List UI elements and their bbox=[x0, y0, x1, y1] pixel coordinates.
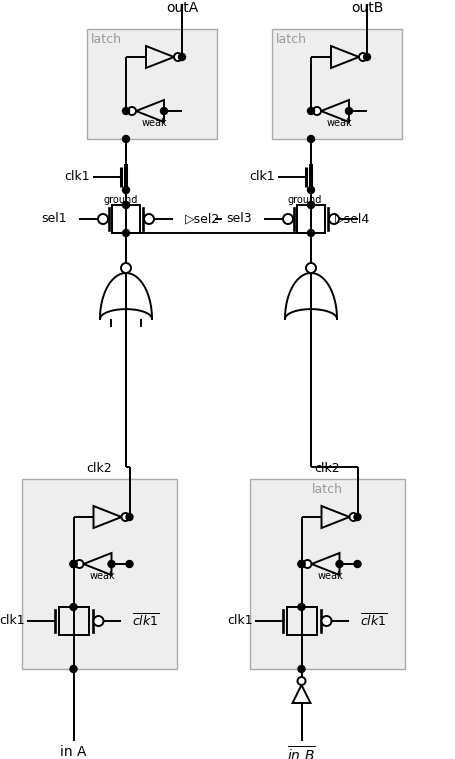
Text: in A: in A bbox=[60, 745, 87, 759]
Circle shape bbox=[98, 214, 108, 224]
Text: ground: ground bbox=[288, 195, 323, 205]
Circle shape bbox=[126, 560, 133, 568]
Circle shape bbox=[359, 53, 367, 61]
Text: sel1: sel1 bbox=[41, 213, 67, 225]
Circle shape bbox=[308, 108, 314, 115]
Circle shape bbox=[144, 214, 154, 224]
Circle shape bbox=[329, 214, 339, 224]
Circle shape bbox=[308, 187, 314, 194]
Text: weak: weak bbox=[327, 118, 353, 128]
Circle shape bbox=[76, 560, 84, 568]
Circle shape bbox=[298, 603, 305, 610]
Circle shape bbox=[336, 560, 343, 568]
Circle shape bbox=[70, 666, 77, 672]
Circle shape bbox=[128, 107, 136, 115]
Text: weak: weak bbox=[90, 571, 115, 581]
Text: clk2: clk2 bbox=[315, 462, 340, 475]
Circle shape bbox=[303, 560, 312, 568]
Circle shape bbox=[364, 53, 370, 61]
Circle shape bbox=[122, 108, 130, 115]
Bar bbox=[272, 29, 402, 139]
Text: latch: latch bbox=[312, 483, 343, 496]
Text: $\overline{in\ B}$: $\overline{in\ B}$ bbox=[287, 745, 316, 759]
Circle shape bbox=[122, 136, 130, 143]
Circle shape bbox=[308, 229, 314, 237]
Circle shape bbox=[121, 263, 131, 273]
Text: clk2: clk2 bbox=[87, 462, 112, 475]
Text: outA: outA bbox=[166, 1, 198, 15]
Circle shape bbox=[308, 136, 314, 143]
Circle shape bbox=[122, 229, 130, 237]
Circle shape bbox=[298, 677, 305, 685]
Circle shape bbox=[108, 560, 115, 568]
Text: weak: weak bbox=[142, 118, 167, 128]
Circle shape bbox=[306, 263, 316, 273]
Text: $\overline{clk1}$: $\overline{clk1}$ bbox=[132, 613, 160, 629]
Circle shape bbox=[126, 514, 133, 521]
Bar bbox=[22, 479, 177, 669]
Text: clk1: clk1 bbox=[64, 171, 90, 184]
Bar bbox=[87, 29, 217, 139]
Text: latch: latch bbox=[276, 33, 307, 46]
Circle shape bbox=[354, 560, 361, 568]
Circle shape bbox=[349, 513, 358, 521]
Text: ▷sel2: ▷sel2 bbox=[185, 213, 220, 225]
Circle shape bbox=[345, 108, 353, 115]
Bar bbox=[250, 479, 405, 669]
Circle shape bbox=[70, 603, 77, 610]
Text: $\overline{clk1}$: $\overline{clk1}$ bbox=[360, 613, 388, 629]
Text: clk1: clk1 bbox=[0, 615, 25, 628]
Text: clk1: clk1 bbox=[227, 615, 253, 628]
Circle shape bbox=[174, 53, 182, 61]
Text: weak: weak bbox=[318, 571, 343, 581]
Circle shape bbox=[93, 616, 103, 626]
Circle shape bbox=[322, 616, 332, 626]
Circle shape bbox=[70, 560, 77, 568]
Circle shape bbox=[70, 560, 77, 568]
Text: outB: outB bbox=[351, 1, 383, 15]
Circle shape bbox=[308, 201, 314, 209]
Circle shape bbox=[313, 107, 321, 115]
Circle shape bbox=[122, 187, 130, 194]
Text: latch: latch bbox=[91, 33, 122, 46]
Circle shape bbox=[298, 666, 305, 672]
Circle shape bbox=[283, 214, 293, 224]
Circle shape bbox=[354, 514, 361, 521]
Text: ground: ground bbox=[103, 195, 137, 205]
Circle shape bbox=[122, 201, 130, 209]
Circle shape bbox=[161, 108, 167, 115]
Circle shape bbox=[178, 53, 186, 61]
Text: sel3: sel3 bbox=[227, 213, 252, 225]
Text: ▷sel4: ▷sel4 bbox=[335, 213, 370, 225]
Circle shape bbox=[121, 513, 130, 521]
Circle shape bbox=[298, 560, 305, 568]
Text: clk1: clk1 bbox=[249, 171, 275, 184]
Circle shape bbox=[298, 560, 305, 568]
